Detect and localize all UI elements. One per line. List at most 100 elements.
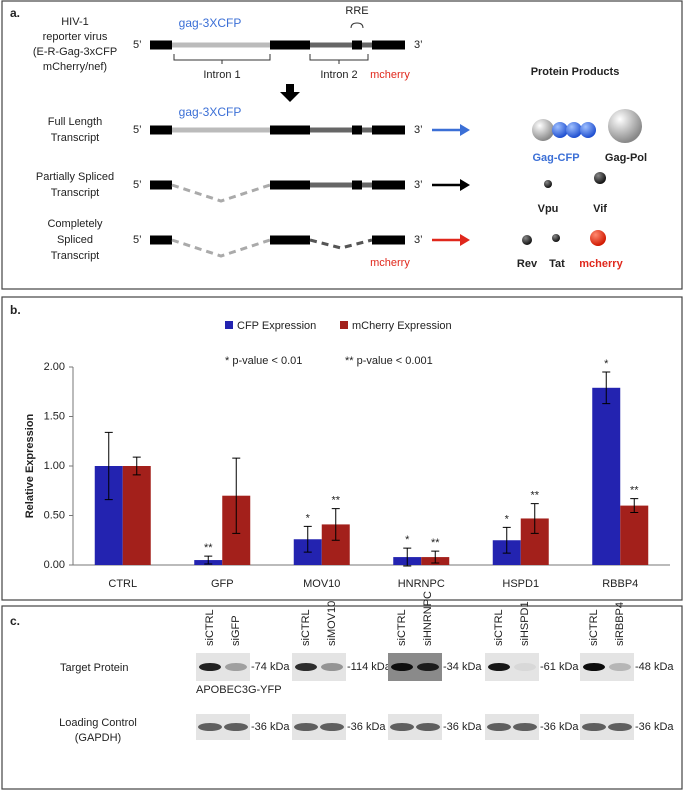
arrow-head (460, 234, 470, 246)
transcript-label: Full Length (48, 116, 102, 128)
spliced-intron (309, 238, 373, 250)
band (391, 663, 413, 671)
lane-label: siGFP (230, 615, 242, 646)
error-bar (303, 525, 312, 553)
significance: ** (530, 490, 539, 502)
gene-segment (352, 125, 362, 135)
gene-label: mcherry (370, 257, 410, 269)
legend-swatch (340, 321, 348, 329)
band (417, 663, 439, 671)
panel-c-frame (1, 605, 683, 790)
legend-label: mCherry Expression (352, 320, 452, 332)
error-bar (204, 555, 213, 565)
x-tick-label: HSPD1 (502, 578, 539, 590)
band (294, 723, 318, 731)
protein-label: mcherry (579, 258, 623, 270)
band (320, 723, 344, 731)
error-bar (602, 371, 611, 405)
gene-segment (270, 40, 310, 50)
gene-segment (352, 180, 362, 190)
significance: * (306, 512, 311, 524)
bar (620, 505, 649, 565)
error-bar (232, 457, 241, 534)
band (487, 723, 511, 731)
error-bar (104, 431, 113, 501)
significance: * (405, 534, 410, 546)
error-bar (502, 526, 511, 554)
legend-swatch (225, 321, 233, 329)
panel-b-frame (1, 296, 683, 601)
lane-label: siCTRL (204, 609, 216, 646)
three-prime: 3’ (414, 39, 423, 51)
significance: ** (431, 537, 440, 549)
x-tick-label: MOV10 (303, 578, 340, 590)
arrow-head (460, 179, 470, 191)
panel-label: b. (10, 303, 21, 317)
five-prime: 5’ (133, 39, 142, 51)
kda-label: -48 kDa (635, 661, 674, 673)
band (224, 723, 248, 731)
band (609, 663, 631, 671)
error-bar (403, 547, 412, 567)
bracket (309, 54, 369, 64)
error-bar (630, 498, 639, 514)
kda-label: -36 kDa (251, 721, 290, 733)
band (198, 723, 222, 731)
arrow-head (460, 124, 470, 136)
gene-segment (372, 125, 405, 135)
protein-label: Vpu (538, 203, 559, 215)
gene-segment (150, 235, 172, 245)
protein-label: Gag-CFP (532, 152, 579, 164)
y-tick-label: 1.00 (44, 460, 65, 472)
gene-label: gag-3XCFP (179, 105, 242, 119)
five-prime: 5’ (133, 234, 142, 246)
significance: ** (204, 542, 213, 554)
significance: * (604, 358, 609, 370)
kda-label: -61 kDa (540, 661, 579, 673)
legend-label: CFP Expression (237, 320, 316, 332)
significance: * (505, 513, 510, 525)
band (416, 723, 440, 731)
protein-sphere (532, 119, 554, 141)
kda-label: -36 kDa (443, 721, 482, 733)
panel-a-frame (1, 0, 683, 290)
five-prime: 5’ (133, 124, 142, 136)
note: APOBEC3G-YFP (196, 684, 282, 696)
x-tick-label: HNRNPC (398, 578, 445, 590)
band (513, 723, 537, 731)
lane-label: siMOV10 (326, 601, 338, 646)
band (488, 663, 510, 671)
transcript-label: Transcript (51, 187, 100, 199)
gene-segment (310, 182, 352, 188)
lane-label: siHSPD1 (519, 601, 531, 646)
transcript-label: Transcript (51, 132, 100, 144)
gene-segment (150, 125, 172, 135)
transcript-label: Spliced (57, 234, 93, 246)
gene-segment (352, 40, 362, 50)
significance: ** (630, 485, 639, 497)
gene-segment (310, 42, 352, 48)
y-tick-label: 2.00 (44, 361, 65, 373)
y-tick-label: 0.00 (44, 559, 65, 571)
gene-segment (270, 125, 310, 135)
band (199, 663, 221, 671)
transcript-label: Partially Spliced (36, 171, 114, 183)
protein-sphere (544, 180, 552, 188)
row-label: (GAPDH) (75, 732, 121, 744)
annotation: ** p-value < 0.001 (345, 355, 433, 367)
gene-segment (150, 180, 172, 190)
virus-label: (E-R-Gag-3xCFP (33, 46, 117, 58)
x-tick-label: GFP (211, 578, 234, 590)
gene-segment (372, 235, 405, 245)
protein-sphere (580, 122, 596, 138)
gene-segment (310, 127, 352, 133)
lane-label: siCTRL (396, 609, 408, 646)
gene-segment (362, 182, 372, 188)
protein-label: Rev (517, 258, 538, 270)
three-prime: 3’ (414, 234, 423, 246)
error-bar (331, 508, 340, 541)
bracket (173, 54, 271, 64)
band (608, 723, 632, 731)
bar (592, 387, 621, 565)
